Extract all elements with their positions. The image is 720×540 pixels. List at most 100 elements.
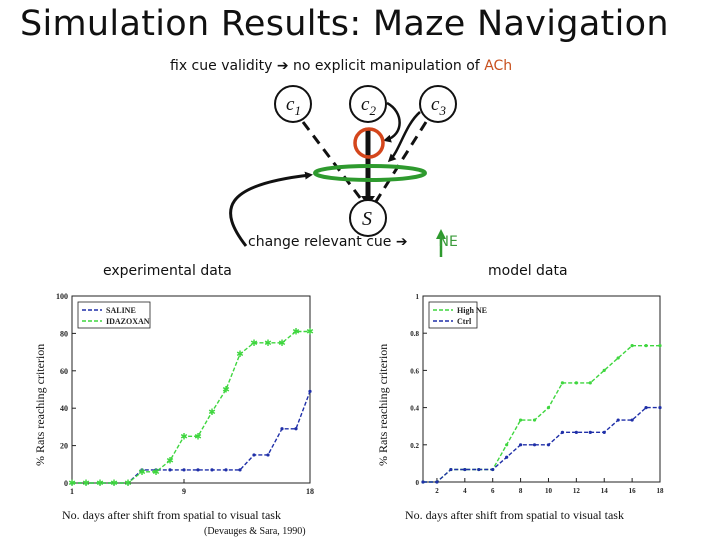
x-tick-label: 10 — [545, 487, 553, 495]
subtitle-line: fix cue validity ➔ no explicit manipulat… — [170, 58, 512, 74]
data-point: ✱ — [250, 338, 258, 348]
data-point — [491, 467, 495, 472]
data-point — [505, 455, 509, 459]
data-point — [518, 418, 523, 422]
data-point — [449, 467, 453, 472]
node-s-label: S — [362, 208, 372, 230]
data-point — [532, 418, 537, 422]
data-point — [182, 468, 186, 472]
data-point — [421, 480, 425, 484]
node-c1 — [274, 85, 312, 123]
y-tick-label: 0.6 — [410, 367, 419, 375]
data-point — [477, 467, 481, 472]
x-tick-label: 1 — [70, 487, 74, 496]
data-point — [168, 468, 172, 472]
ne-label: NE — [438, 234, 458, 250]
y-tick-label: 60 — [60, 367, 68, 376]
y-tick-label: 0 — [416, 479, 420, 487]
x-tick-label: 12 — [573, 487, 581, 495]
ach-label: ACh — [484, 58, 513, 74]
data-point — [616, 418, 620, 422]
data-point — [588, 381, 592, 385]
node-c3 — [419, 85, 457, 123]
y-tick-label: 1 — [416, 293, 420, 301]
data-point: ✱ — [222, 385, 230, 395]
x-axis-label-model: No. days after shift from spatial to vis… — [405, 508, 624, 522]
x-tick-label: 18 — [657, 487, 665, 495]
legend-label: IDAZOXAN — [106, 317, 150, 326]
data-point: ✱ — [264, 338, 272, 348]
data-point: ✱ — [278, 338, 286, 348]
data-point — [574, 381, 578, 385]
ach-ring — [353, 127, 385, 159]
y-tick-label: 0.4 — [410, 405, 419, 413]
data-point: ✱ — [82, 478, 90, 488]
x-tick-label: 8 — [519, 487, 523, 495]
change-cue-line: change relevant cue ➔ NE — [248, 234, 458, 250]
subtitle-rest: no explicit manipulation of — [293, 58, 480, 74]
series-line-1 — [423, 406, 660, 483]
data-point — [154, 468, 158, 472]
data-point: ✱ — [292, 327, 300, 337]
data-point — [463, 467, 467, 472]
data-point — [140, 468, 144, 472]
legend-label: Ctrl — [457, 317, 472, 326]
data-point — [196, 468, 200, 472]
data-point: ✱ — [194, 431, 202, 441]
y-axis-label-model: % Rats reaching criterion — [376, 343, 390, 466]
data-point — [658, 406, 662, 410]
y-tick-label: 0 — [64, 479, 68, 488]
data-point — [280, 427, 284, 431]
data-point: ✱ — [208, 407, 216, 417]
data-point: ✱ — [124, 478, 132, 488]
data-point: ✱ — [138, 467, 146, 477]
data-point — [435, 480, 439, 484]
y-axis-label-experimental: % Rats reaching criterion — [33, 343, 47, 466]
x-tick-label: 2 — [435, 487, 439, 495]
x-tick-label: 18 — [306, 487, 314, 496]
x-tick-label: 14 — [601, 487, 609, 495]
data-point: ✱ — [68, 478, 76, 488]
data-point: ✱ — [180, 431, 188, 441]
data-point — [224, 468, 228, 472]
data-point — [630, 344, 634, 348]
feedback-curve-arrow — [229, 171, 313, 247]
subtitle-text: fix cue validity — [170, 58, 273, 74]
series-line-1 — [72, 330, 310, 484]
data-point: ✱ — [306, 327, 314, 337]
model-data-label: model data — [488, 263, 568, 279]
legend-box — [428, 301, 478, 329]
legend-label: SALINE — [106, 306, 136, 315]
x-tick-label: 6 — [491, 487, 495, 495]
data-point — [616, 356, 620, 360]
experimental-data-label: experimental data — [103, 263, 232, 279]
data-point — [546, 406, 551, 410]
data-point — [308, 389, 312, 393]
data-point — [588, 430, 592, 434]
data-point — [602, 430, 606, 434]
data-point — [644, 344, 648, 348]
data-point — [294, 427, 298, 431]
data-point: ✱ — [166, 456, 174, 466]
page-title: Simulation Results: Maze Navigation — [20, 4, 669, 44]
ne-ellipse — [313, 164, 427, 182]
citation: (Devauges & Sara, 1990) — [204, 526, 306, 537]
node-s — [349, 199, 387, 237]
data-point: ✱ — [96, 478, 104, 488]
data-point — [518, 443, 523, 447]
data-point — [505, 443, 509, 447]
y-tick-label: 20 — [60, 442, 68, 451]
c2-loop-arrow — [383, 101, 401, 143]
y-tick-label: 100 — [56, 292, 68, 301]
legend-box — [77, 301, 151, 329]
arrow-right-icon: ➔ — [276, 58, 289, 74]
data-point — [252, 453, 256, 457]
data-point — [546, 443, 551, 447]
data-point — [560, 430, 565, 434]
y-tick-label: 0.8 — [410, 330, 419, 338]
y-tick-label: 0.2 — [410, 442, 419, 450]
data-point — [644, 406, 648, 410]
y-tick-label: 80 — [60, 329, 68, 338]
data-point — [574, 430, 578, 434]
